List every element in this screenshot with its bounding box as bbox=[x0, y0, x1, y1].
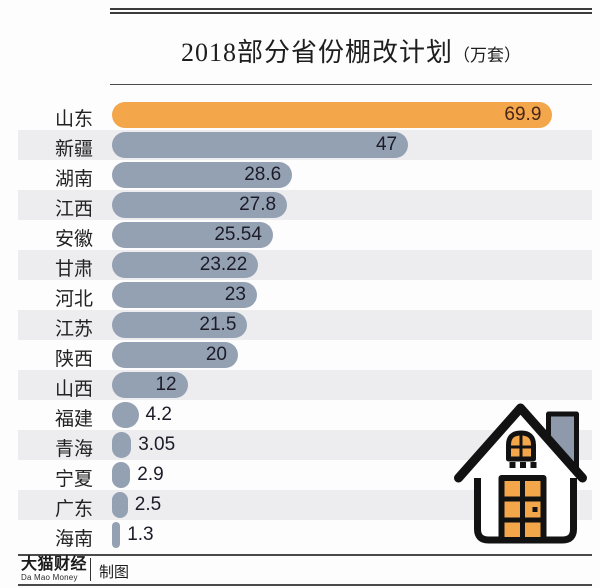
bar: 23.22 bbox=[112, 252, 259, 278]
bar: 69.9 bbox=[112, 102, 553, 128]
brand-name-en: Da Mao Money bbox=[21, 573, 78, 582]
bar: 25.54 bbox=[112, 222, 273, 248]
chart-row: 海南 1.3 bbox=[18, 520, 592, 550]
province-label: 山西 bbox=[55, 379, 94, 400]
chart-row: 福建 4.2 bbox=[18, 400, 592, 430]
chart-row: 安徽 25.54 bbox=[18, 220, 592, 250]
chart-title: 2018部分省份棚改计划（万套） bbox=[110, 32, 592, 69]
bar-value: 23.22 bbox=[199, 254, 248, 275]
province-label: 福建 bbox=[55, 409, 94, 430]
bar-value: 3.05 bbox=[138, 434, 176, 455]
chart-row: 江苏 21.5 bbox=[18, 310, 592, 340]
province-label: 海南 bbox=[55, 529, 94, 550]
chart-row: 宁夏 2.9 bbox=[18, 460, 592, 490]
chart-row: 河北 23 bbox=[18, 280, 592, 310]
bar: 28.6 bbox=[112, 162, 293, 188]
chart-row: 江西 27.8 bbox=[18, 190, 592, 220]
footer-rule-top bbox=[18, 554, 592, 556]
bar-value: 1.3 bbox=[127, 524, 154, 545]
credit-label: 制图 bbox=[99, 564, 130, 581]
chart-row: 新疆 47 bbox=[18, 130, 592, 160]
province-label: 安徽 bbox=[55, 229, 94, 250]
bar-value: 69.9 bbox=[504, 104, 542, 125]
bar: 21.5 bbox=[112, 312, 248, 338]
bar: 20 bbox=[112, 342, 238, 368]
footer-divider bbox=[90, 558, 91, 581]
chart-title-text: 2018部分省份棚改计划 bbox=[180, 38, 453, 67]
footer-rule-bottom bbox=[18, 584, 592, 586]
bar bbox=[112, 492, 128, 518]
province-label: 湖南 bbox=[55, 169, 94, 190]
bar-value: 47 bbox=[375, 134, 398, 155]
house-icon bbox=[454, 403, 587, 544]
bar bbox=[112, 462, 131, 488]
bar-value: 23 bbox=[224, 284, 246, 305]
bar-value: 28.6 bbox=[244, 164, 282, 185]
chart-row: 湖南 28.6 bbox=[18, 160, 592, 190]
province-label: 江西 bbox=[55, 199, 94, 220]
header-rule bbox=[110, 84, 592, 85]
brand-name: 大猫财经 bbox=[21, 556, 88, 573]
bar-value: 20 bbox=[205, 344, 227, 365]
bar: 23 bbox=[112, 282, 257, 308]
bar bbox=[112, 522, 121, 548]
chart-row: 陕西 20 bbox=[18, 340, 592, 370]
province-label: 山东 bbox=[55, 109, 94, 130]
chart-row: 甘肃 23.22 bbox=[18, 250, 592, 280]
brand-logo: 大猫财经 Da Mao Money bbox=[21, 556, 88, 583]
bar: 12 bbox=[112, 372, 188, 398]
province-label: 青海 bbox=[55, 439, 94, 460]
province-label: 广东 bbox=[55, 499, 94, 520]
province-label: 甘肃 bbox=[55, 259, 94, 280]
bar-value: 4.2 bbox=[145, 404, 172, 425]
province-label: 陕西 bbox=[55, 349, 94, 370]
bar: 27.8 bbox=[112, 192, 288, 218]
chart-row: 山西 12 bbox=[18, 370, 592, 400]
chart-row: 山东 69.9 bbox=[18, 100, 592, 130]
province-label: 宁夏 bbox=[55, 469, 94, 490]
bar-value: 21.5 bbox=[199, 314, 237, 335]
bar bbox=[112, 432, 132, 458]
header-double-rule bbox=[110, 8, 592, 14]
bar-value: 27.8 bbox=[239, 194, 277, 215]
bar-value: 2.9 bbox=[137, 464, 164, 485]
bar-value: 12 bbox=[155, 374, 177, 395]
chart-title-unit: （万套） bbox=[453, 46, 521, 65]
bar bbox=[112, 402, 139, 428]
province-label: 河北 bbox=[55, 289, 94, 310]
bar: 47 bbox=[112, 132, 409, 158]
province-label: 江苏 bbox=[55, 319, 94, 340]
bar-value: 2.5 bbox=[134, 494, 162, 515]
house-door-handle bbox=[532, 507, 538, 512]
bar-value: 25.54 bbox=[214, 224, 262, 245]
province-label: 新疆 bbox=[55, 139, 94, 160]
